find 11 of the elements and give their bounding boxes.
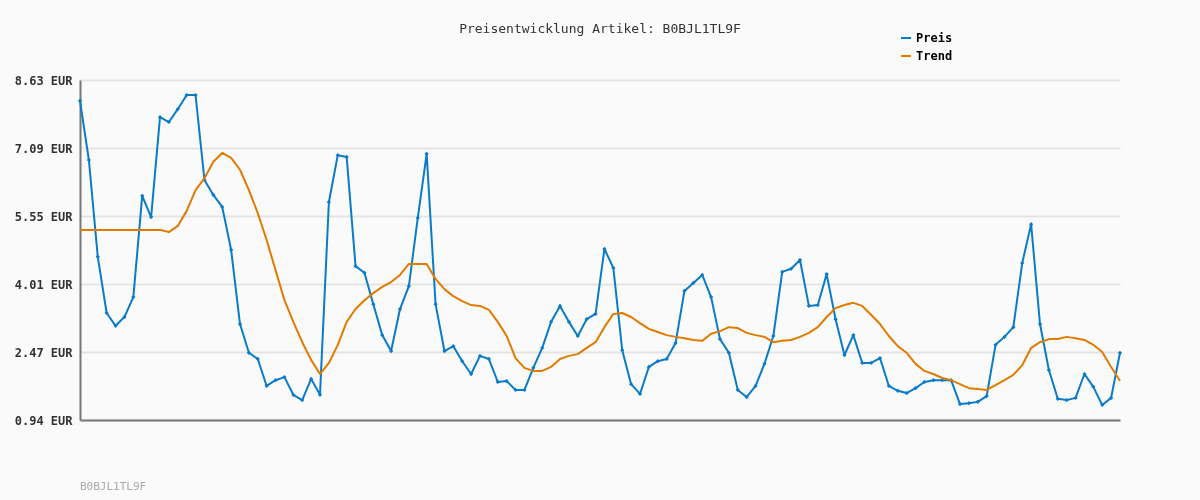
legend-label: Trend <box>916 49 953 63</box>
chart-title: Preisentwicklung Artikel: B0BJL1TL9F <box>459 21 742 36</box>
text: B0BJL1TL9F <box>80 480 147 493</box>
line-series <box>79 151 1121 391</box>
y-tick-label: 0.94 EUR <box>14 413 74 428</box>
legend-label: Preis <box>916 31 953 45</box>
y-tick-label: 4.01 EUR <box>14 277 74 292</box>
y-tick-label: 7.09 EUR <box>14 141 74 156</box>
y-tick-label: 5.55 EUR <box>14 209 74 224</box>
y-tick-label: 2.47 EUR <box>14 345 74 360</box>
y-tick-label: 8.63 EUR <box>14 73 74 88</box>
